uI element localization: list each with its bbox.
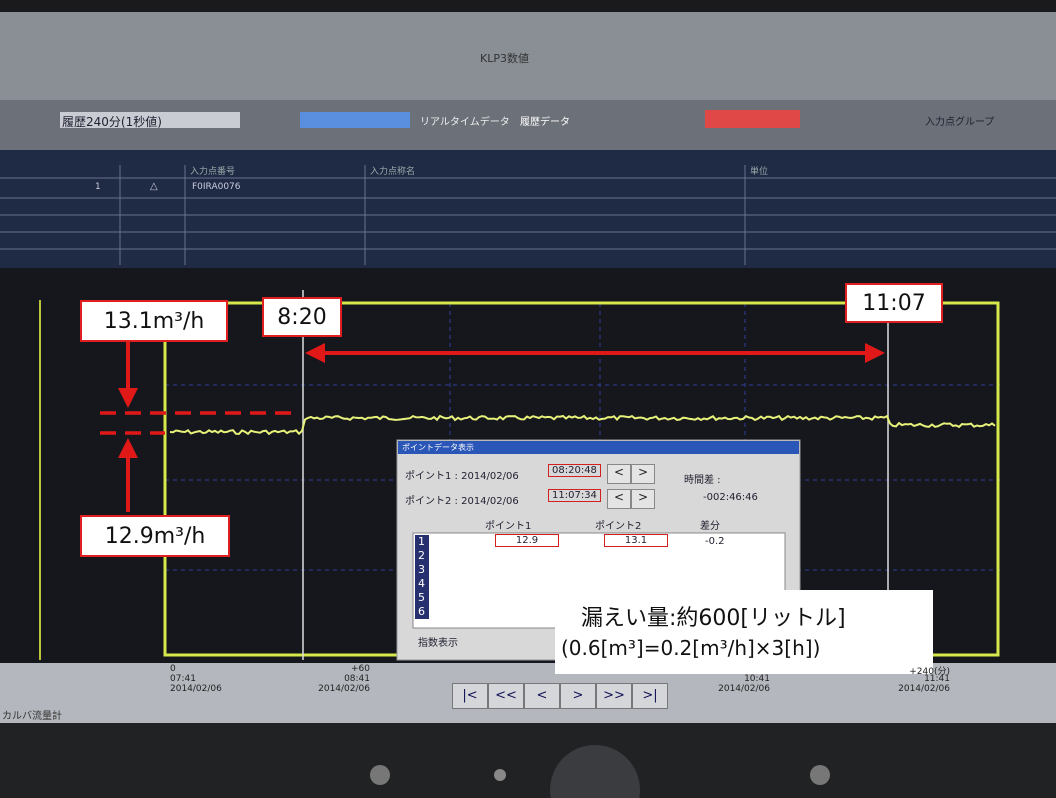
point1-time: 08:20:48 <box>548 464 601 477</box>
leak-box: 漏えい量:約600[リットル] (0.6[m³]=0.2[m³/h]×3[h]) <box>555 590 933 674</box>
leak-line2: (0.6[m³]=0.2[m³/h]×3[h]) <box>561 636 821 660</box>
realtime-radio[interactable]: リアルタイムデータ <box>420 117 510 128</box>
step-button[interactable]: > <box>631 489 655 509</box>
row-number: 2 <box>418 549 425 562</box>
row-code: F0IRA0076 <box>192 182 241 192</box>
x-label-date: 2014/02/06 <box>898 684 950 694</box>
start-time: 8:20 <box>262 297 342 337</box>
x-label-time: 11:41 <box>924 674 950 684</box>
nav-button[interactable]: >| <box>632 683 668 709</box>
x-label-offset: +240(分) <box>909 667 950 677</box>
time-diff: -002:46:46 <box>703 492 758 503</box>
x-label-date: 2014/02/06 <box>718 684 770 694</box>
row-number: 5 <box>418 591 425 604</box>
end-time: 11:07 <box>845 283 943 323</box>
col-header: ポイント2 <box>595 521 642 532</box>
nav-button[interactable]: > <box>560 683 596 709</box>
time-diff-label: 時間差 : <box>684 475 721 486</box>
history-select[interactable]: 履歴240分(1秒値) <box>62 115 162 129</box>
x-label-offset: +60 <box>351 664 370 674</box>
x-label-date: 2014/02/06 <box>318 684 370 694</box>
value-diff: -0.2 <box>705 536 725 547</box>
table-header: 入力点番号 <box>190 167 236 177</box>
row-number: 3 <box>418 563 425 576</box>
point2-label: ポイント2 : 2014/02/06 <box>405 496 519 507</box>
point2-time: 11:07:34 <box>548 489 601 502</box>
row-symbol: △ <box>150 181 158 192</box>
col-header: 差分 <box>700 521 720 532</box>
lower-value: 12.9m³/h <box>80 515 230 557</box>
table-header: 単位 <box>750 167 769 177</box>
nav-button[interactable]: << <box>488 683 524 709</box>
row-no: 1 <box>95 182 101 192</box>
row-number: 4 <box>418 577 425 590</box>
x-label-date: 2014/02/06 <box>170 684 222 694</box>
history-radio[interactable]: 履歴データ <box>520 117 570 128</box>
x-label-offset: 0 <box>170 664 176 674</box>
x-label-time: 10:41 <box>744 674 770 684</box>
point1-label: ポイント1 : 2014/02/06 <box>405 471 519 482</box>
dialog-title: ポイントデータ表示 <box>402 443 474 452</box>
tab[interactable]: KLP3数値 <box>480 52 529 65</box>
value-point1: 12.9 <box>495 534 559 547</box>
row-number: 6 <box>418 605 425 618</box>
x-label-time: 08:41 <box>344 674 370 684</box>
footer: カルバ流量計 <box>2 711 62 722</box>
nav-button[interactable]: >> <box>596 683 632 709</box>
leak-line1: 漏えい量:約600[リットル] <box>581 606 846 631</box>
row-number: 1 <box>418 535 425 548</box>
nav-button[interactable]: |< <box>452 683 488 709</box>
step-button[interactable]: < <box>607 489 631 509</box>
x-label-time: 07:41 <box>170 674 196 684</box>
col-header: ポイント1 <box>485 521 532 532</box>
index-checkbox[interactable]: 指数表示 <box>418 638 458 649</box>
table-header: 入力点称名 <box>370 167 416 177</box>
upper-value: 13.1m³/h <box>80 300 228 342</box>
step-button[interactable]: < <box>607 464 631 484</box>
step-button[interactable]: > <box>631 464 655 484</box>
value-point2: 13.1 <box>604 534 668 547</box>
group-button[interactable]: 入力点グループ <box>925 117 995 128</box>
nav-button[interactable]: < <box>524 683 560 709</box>
signal-trace <box>169 414 996 436</box>
